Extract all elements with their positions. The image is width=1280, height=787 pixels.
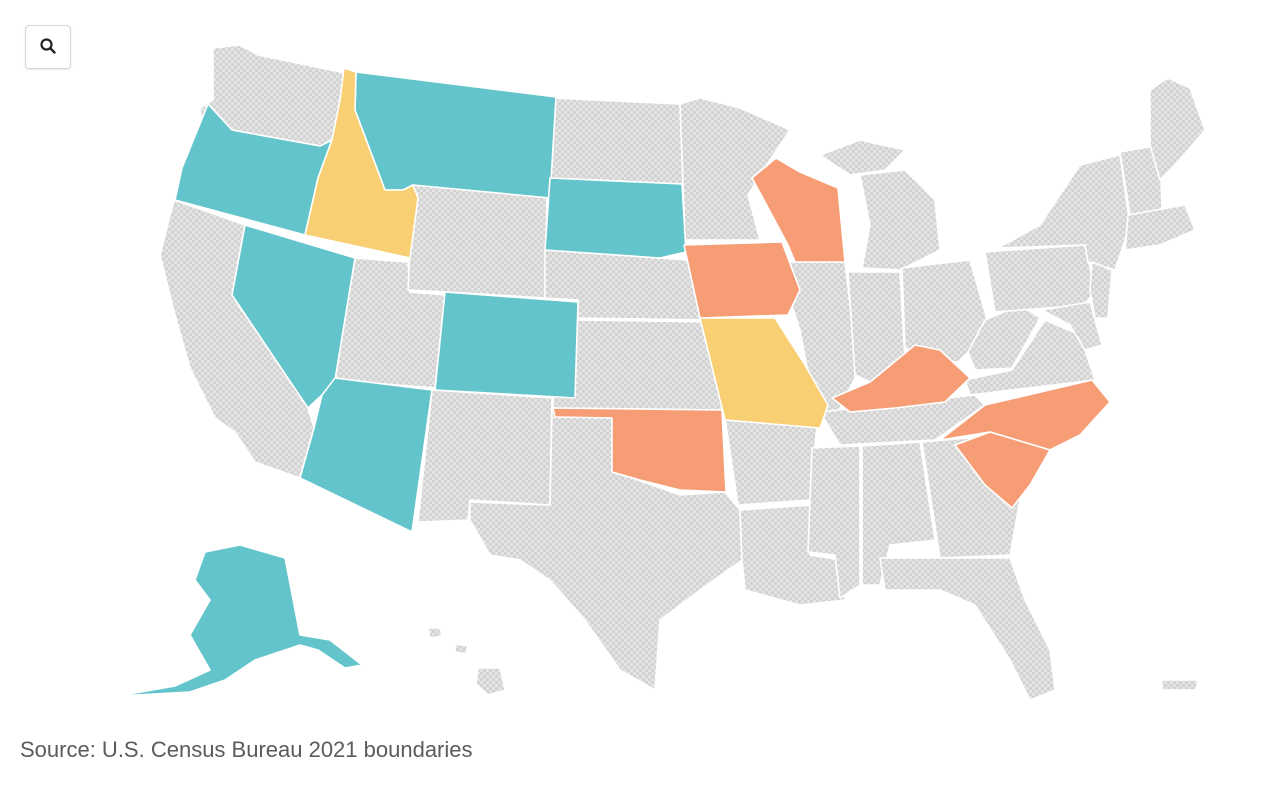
state-hawaii[interactable]	[475, 667, 506, 696]
state-new-mexico[interactable]	[417, 389, 553, 523]
state-missouri[interactable]	[699, 317, 829, 429]
state-wyoming[interactable]	[407, 184, 548, 299]
state-kentucky[interactable]	[831, 344, 971, 413]
highlighted-states	[117, 67, 1111, 697]
state-michigan[interactable]	[859, 169, 941, 271]
state-texas[interactable]	[469, 409, 743, 691]
search-icon	[39, 37, 57, 58]
state-hawaii-islands[interactable]	[427, 627, 469, 655]
state-maryland-delaware[interactable]	[1041, 301, 1103, 351]
territory-puerto-rico[interactable]	[1161, 679, 1199, 691]
state-ohio[interactable]	[901, 259, 991, 363]
state-oklahoma[interactable]	[552, 407, 727, 493]
state-pennsylvania[interactable]	[984, 244, 1096, 313]
state-south-dakota[interactable]	[544, 177, 687, 259]
us-state-map[interactable]	[0, 0, 1280, 715]
state-colorado[interactable]	[434, 291, 579, 399]
state-north-dakota[interactable]	[549, 97, 684, 185]
state-iowa[interactable]	[683, 241, 801, 319]
map-canvas[interactable]	[0, 0, 1280, 715]
no-data-states	[159, 44, 1206, 701]
state-georgia[interactable]	[921, 437, 1021, 559]
state-michigan-upper[interactable]	[819, 139, 906, 176]
state-south-carolina[interactable]	[954, 431, 1051, 509]
source-note: Source: U.S. Census Bureau 2021 boundari…	[20, 737, 473, 762]
state-arizona[interactable]	[299, 377, 433, 533]
state-arkansas[interactable]	[724, 414, 819, 506]
state-mass-ct-ri[interactable]	[1124, 204, 1196, 251]
state-florida[interactable]	[879, 557, 1056, 701]
state-montana[interactable]	[354, 71, 557, 199]
state-mississippi[interactable]	[807, 445, 861, 599]
state-new-jersey[interactable]	[1089, 261, 1113, 319]
state-alaska[interactable]	[117, 544, 363, 697]
state-idaho[interactable]	[304, 67, 419, 259]
state-kansas[interactable]	[552, 319, 723, 411]
state-wisconsin[interactable]	[751, 157, 846, 263]
state-maine[interactable]	[1149, 77, 1206, 181]
zoom-search-button[interactable]	[25, 25, 71, 69]
state-alabama[interactable]	[861, 441, 936, 586]
